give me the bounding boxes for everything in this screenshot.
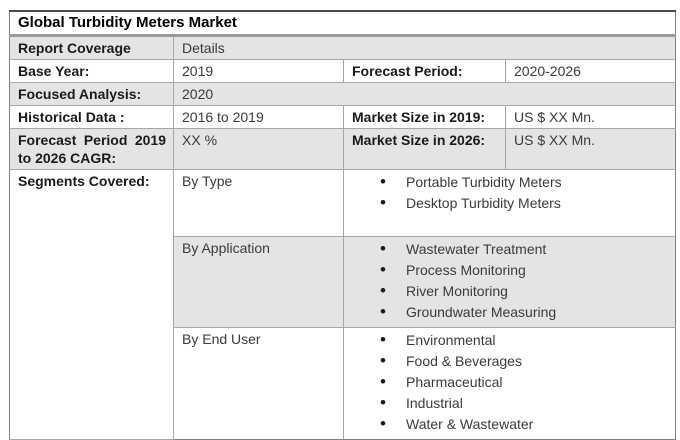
focused-analysis-value: 2020 [173,82,676,106]
list-item: Process Monitoring [380,261,668,279]
table-row-segments-by-application: By Application Wastewater Treatment Proc… [10,236,676,328]
forecast-period-value: 2020-2026 [505,59,676,83]
table-row-segments-by-type: Segments Covered: By Type Portable Turbi… [9,169,676,440]
historical-data-value: 2016 to 2019 [173,105,344,129]
segment-group-by-end-user: By End User [173,327,344,440]
market-size-2019-value: US $ XX Mn. [505,105,676,129]
list-item: Portable Turbidity Meters [380,173,668,191]
by-application-list: Wastewater Treatment Process Monitoring … [352,240,668,321]
table-row-forecast-cagr: Forecast Period 2019 to 2026 CAGR: XX % … [9,128,676,170]
segment-group-by-application: By Application [173,236,344,328]
table-row-base-year: Base Year: 2019 Forecast Period: 2020-20… [9,59,676,83]
segments-covered-label: Segments Covered: [9,169,174,440]
base-year-value: 2019 [173,59,344,83]
table-row-segments-by-end-user: By End User Environmental Food & Beverag… [10,327,676,440]
segment-items-by-type-cell: Portable Turbidity Meters Desktop Turbid… [343,169,676,237]
list-item: River Monitoring [380,282,668,300]
list-item: Environmental [380,331,668,349]
segment-group-by-type: By Type [173,169,344,237]
report-coverage-value: Details [173,35,676,60]
list-item: Food & Beverages [380,352,668,370]
by-end-user-list: Environmental Food & Beverages Pharmaceu… [352,331,668,433]
table-row-focused-analysis: Focused Analysis: 2020 [9,82,676,106]
table-row-historical-data: Historical Data : 2016 to 2019 Market Si… [9,105,676,129]
by-type-list: Portable Turbidity Meters Desktop Turbid… [352,173,668,212]
segment-items-by-end-user-cell: Environmental Food & Beverages Pharmaceu… [343,327,676,440]
market-size-2026-value: US $ XX Mn. [505,128,676,170]
segment-items-by-application-cell: Wastewater Treatment Process Monitoring … [343,236,676,328]
report-coverage-table: Global Turbidity Meters Market Report Co… [9,10,676,440]
focused-analysis-label: Focused Analysis: [9,82,174,106]
list-item: Water & Wastewater [380,415,668,433]
list-item: Pharmaceutical [380,373,668,391]
forecast-period-label: Forecast Period: [343,59,506,83]
market-size-2026-label: Market Size in 2026: [343,128,506,170]
list-item: Industrial [380,394,668,412]
base-year-label: Base Year: [9,59,174,83]
historical-data-label: Historical Data : [9,105,174,129]
report-coverage-label: Report Coverage [9,35,174,60]
table-row-title: Global Turbidity Meters Market [9,10,676,37]
list-item: Wastewater Treatment [380,240,668,258]
table-title: Global Turbidity Meters Market [9,10,676,37]
list-item: Groundwater Measuring [380,303,668,321]
market-size-2019-label: Market Size in 2019: [343,105,506,129]
forecast-cagr-label: Forecast Period 2019 to 2026 CAGR: [9,128,174,170]
list-item: Desktop Turbidity Meters [380,194,668,212]
forecast-cagr-value: XX % [173,128,344,170]
table-row-report-coverage: Report Coverage Details [9,35,676,60]
